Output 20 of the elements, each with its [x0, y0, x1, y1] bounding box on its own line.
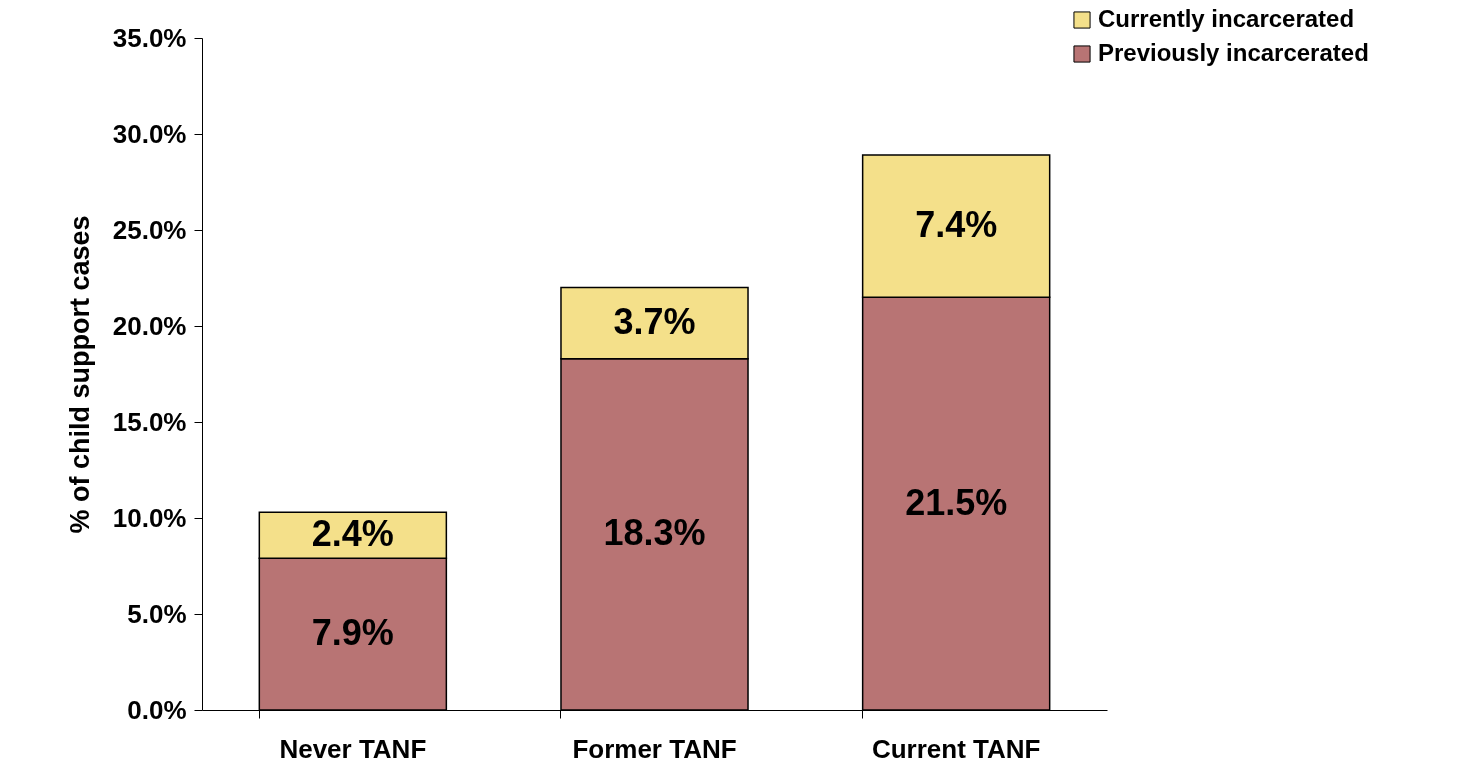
x-tick-label: Current TANF — [871, 733, 1041, 764]
y-tick-label: 30.0% — [112, 118, 187, 149]
data-label: 2.4% — [311, 513, 394, 555]
data-label: 21.5% — [905, 481, 1008, 523]
x-tick-label: Never TANF — [279, 733, 427, 764]
y-axis-title: % of child support cases — [64, 215, 95, 534]
data-label: 7.4% — [915, 204, 998, 246]
legend-label: Currently incarcerated — [1098, 5, 1355, 32]
y-tick-label: 5.0% — [127, 598, 187, 629]
data-label: 18.3% — [603, 512, 706, 554]
data-label: 3.7% — [613, 301, 696, 343]
y-tick-label: 35.0% — [112, 22, 187, 53]
data-label: 7.9% — [311, 612, 394, 654]
y-tick-label: 10.0% — [112, 502, 187, 533]
y-tick-label: 25.0% — [112, 214, 187, 245]
x-tick-label: Former TANF — [572, 733, 737, 764]
y-tick-label: 20.0% — [112, 310, 187, 341]
y-tick-label: 15.0% — [112, 406, 187, 437]
y-tick-label: 0.0% — [127, 694, 187, 725]
legend-label: Previously incarcerated — [1098, 39, 1369, 66]
